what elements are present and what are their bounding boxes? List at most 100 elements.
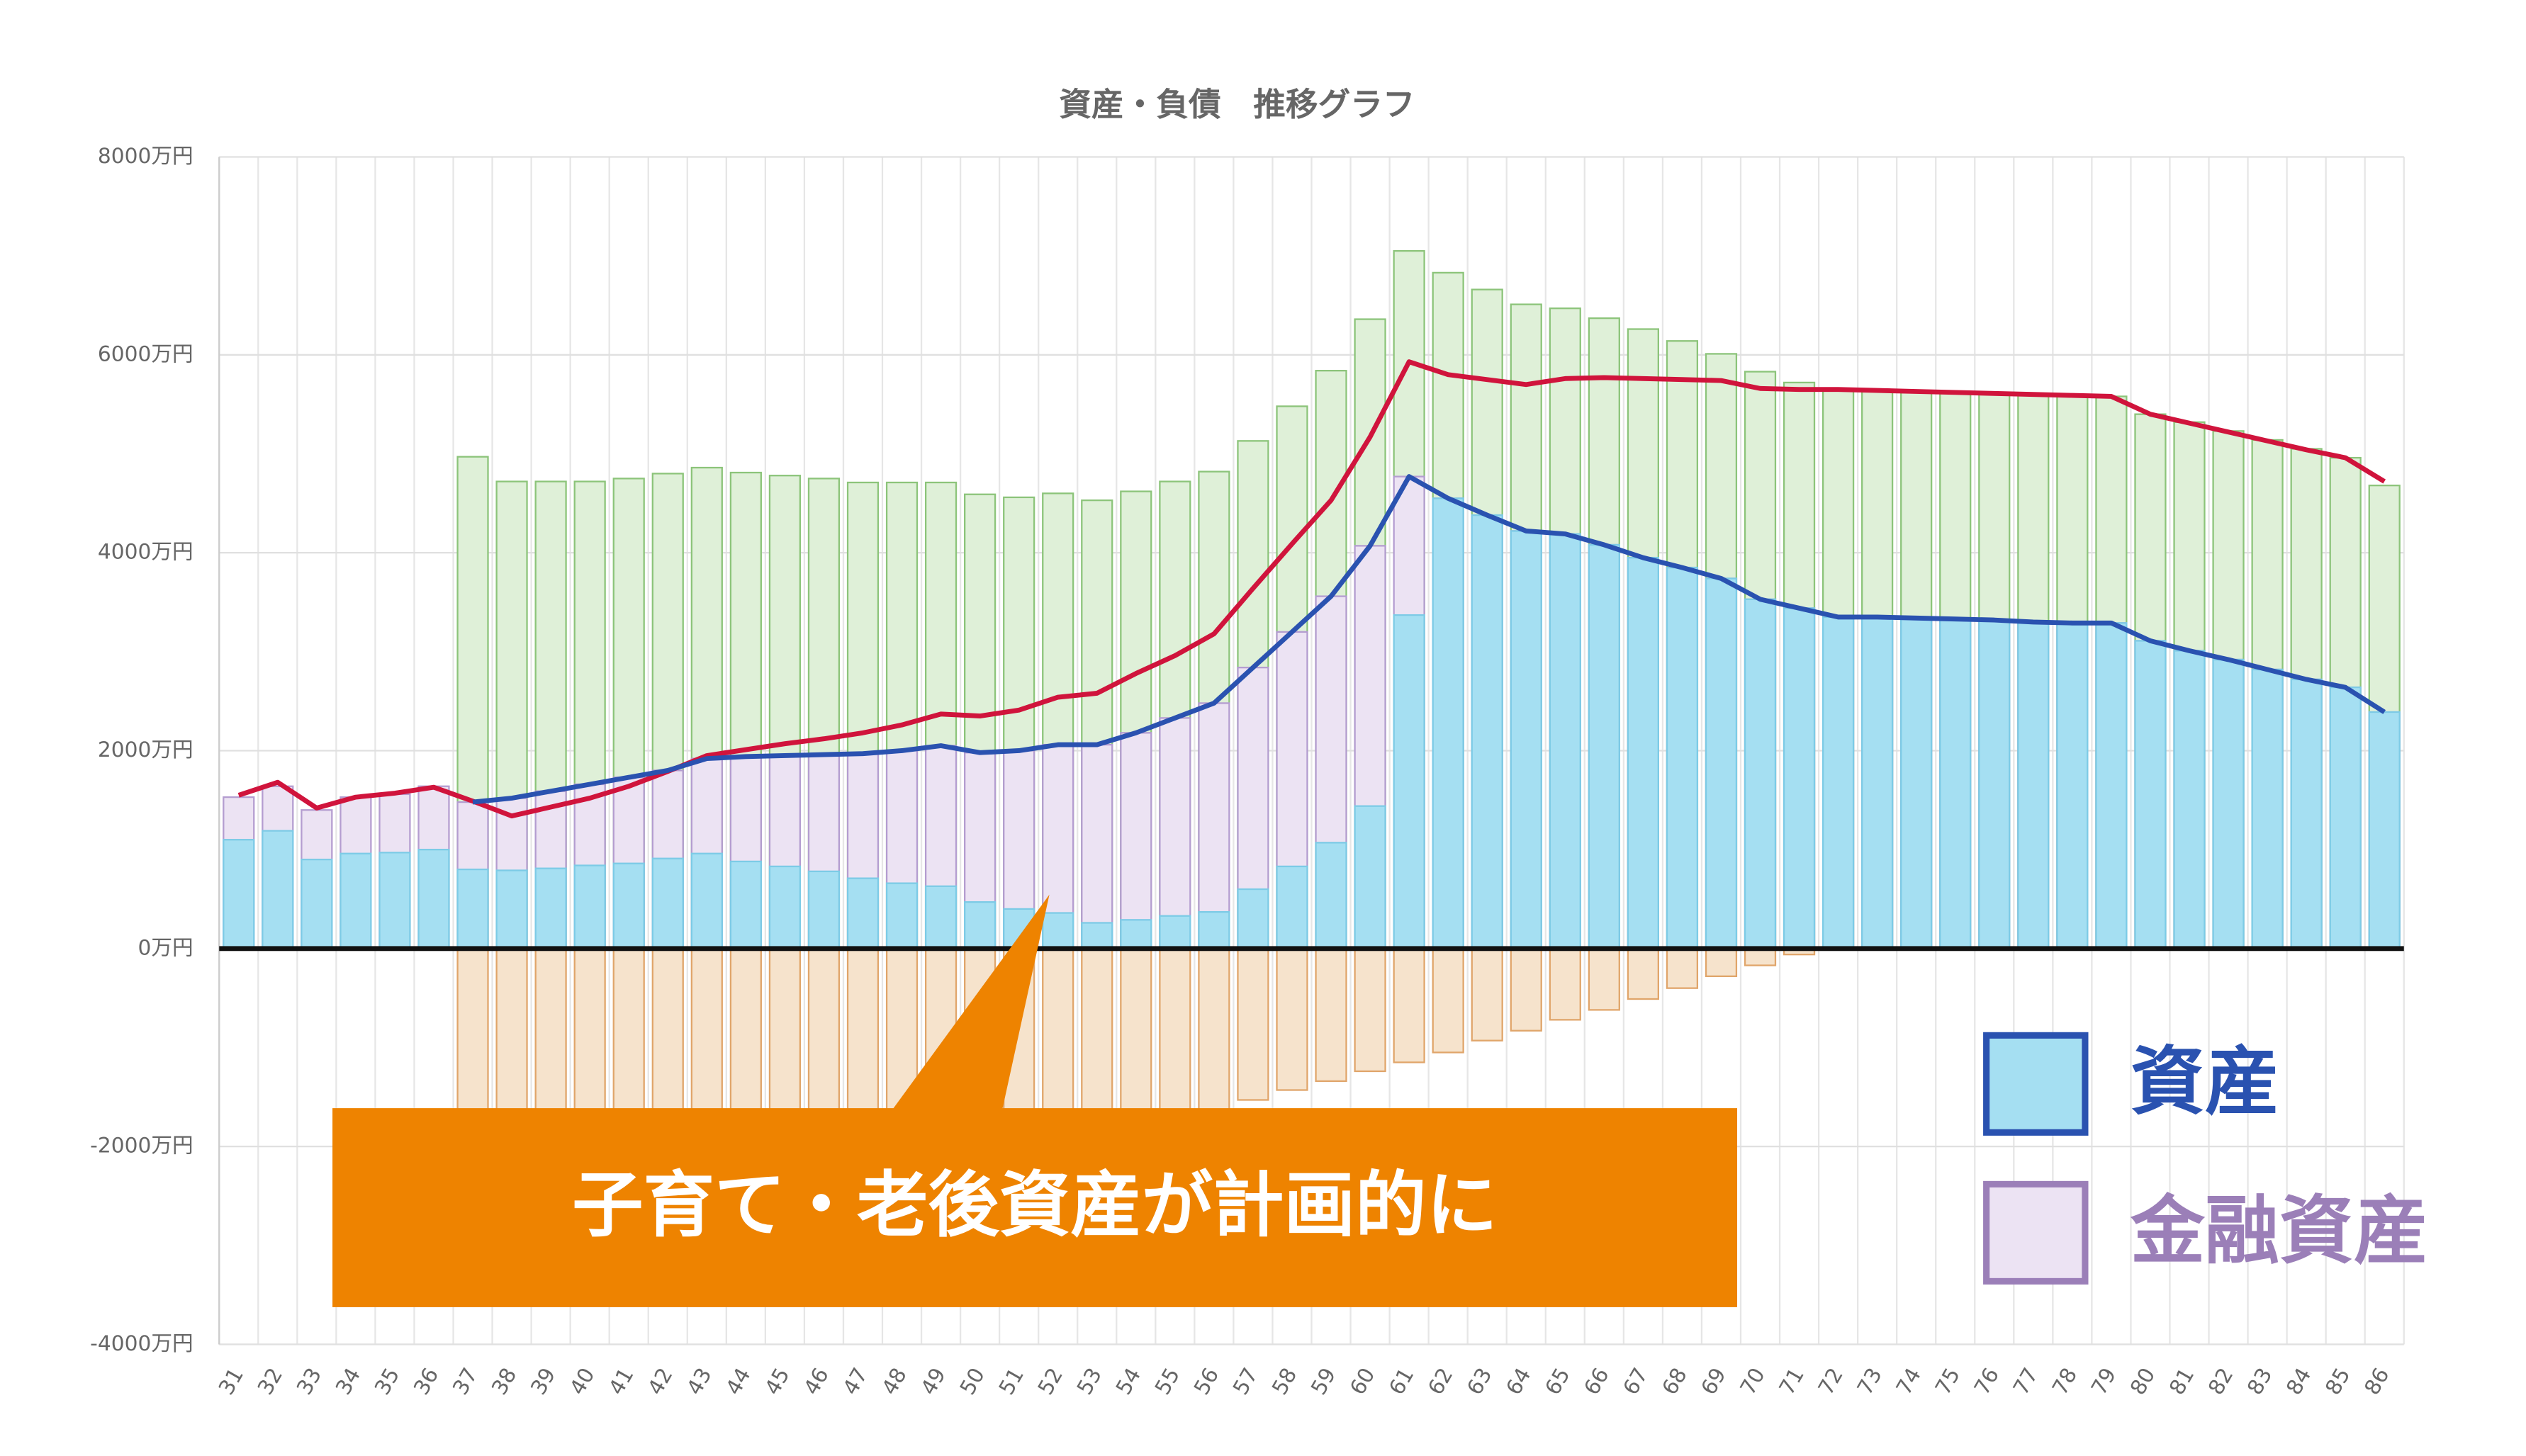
x-tick-label: 72	[1813, 1363, 1848, 1399]
bar	[1549, 533, 1581, 949]
bar	[1120, 919, 1152, 949]
bar	[1744, 598, 1777, 949]
y-tick-label: 2000万円	[98, 737, 193, 762]
bar	[1471, 514, 1503, 949]
bar	[1393, 947, 1425, 1063]
x-tick-label: 37	[447, 1363, 482, 1399]
bar	[2134, 640, 2167, 949]
bar	[1627, 556, 1659, 949]
bar	[1081, 922, 1113, 949]
bar	[1198, 947, 1230, 1112]
line	[472, 474, 2386, 805]
bar	[1666, 566, 1699, 949]
y-tick-label: 0万円	[137, 935, 193, 959]
bar	[378, 852, 411, 949]
bar	[964, 901, 997, 949]
y-tick-label: 4000万円	[98, 539, 193, 564]
bar	[2095, 622, 2128, 949]
x-tick-label: 66	[1579, 1363, 1614, 1399]
x-tick-label: 46	[799, 1363, 833, 1399]
x-tick-label: 55	[1150, 1363, 1184, 1399]
legend-swatch	[1983, 1180, 2089, 1285]
bar	[2368, 711, 2401, 949]
line	[237, 359, 2386, 819]
bar	[1939, 618, 1972, 949]
bar	[1393, 614, 1425, 949]
x-tick-label: 40	[564, 1363, 599, 1399]
bar	[1705, 947, 1738, 978]
x-tick-label: 64	[1500, 1363, 1535, 1399]
y-tick-label: -4000万円	[90, 1331, 193, 1355]
bar	[1237, 947, 1269, 1101]
x-tick-label: 58	[1267, 1363, 1301, 1399]
x-tick-label: 51	[994, 1363, 1028, 1399]
x-tick-label: 38	[486, 1363, 521, 1399]
x-tick-label: 60	[1345, 1363, 1379, 1399]
callout-box	[332, 1108, 1738, 1307]
bar	[1042, 912, 1074, 949]
x-tick-label: 78	[2047, 1363, 2082, 1399]
x-tick-label: 86	[2359, 1363, 2393, 1399]
bar	[2329, 686, 2362, 949]
callout-pointer	[887, 894, 1050, 1117]
bar	[1471, 947, 1503, 1042]
bar	[1666, 947, 1699, 989]
x-tick-label: 81	[2164, 1363, 2199, 1399]
x-tick-label: 32	[252, 1363, 287, 1399]
bar	[1821, 616, 1855, 949]
bar	[1588, 543, 1620, 949]
y-tick-label: 8000万円	[98, 143, 193, 168]
bar	[417, 848, 450, 949]
bar	[573, 864, 606, 949]
x-tick-label: 36	[408, 1363, 443, 1399]
x-tick-label: 47	[838, 1363, 872, 1399]
bar	[1354, 947, 1386, 1073]
bar	[924, 885, 958, 949]
x-tick-label: 45	[760, 1363, 795, 1399]
x-tick-label: 34	[330, 1363, 365, 1399]
x-tick-label: 69	[1696, 1363, 1731, 1399]
legend-label: 資産	[2131, 1039, 2279, 1125]
x-tick-label: 77	[2008, 1363, 2043, 1399]
x-tick-label: 61	[1383, 1363, 1418, 1399]
bar	[339, 852, 372, 949]
x-tick-label: 43	[682, 1363, 717, 1399]
chart-title: 資産・負債 推移グラフ	[1059, 86, 1415, 123]
x-tick-label: 39	[525, 1363, 560, 1399]
x-tick-label: 54	[1111, 1363, 1145, 1399]
bar	[1315, 947, 1347, 1083]
bar	[262, 830, 294, 949]
bar	[1081, 743, 1113, 949]
x-tick-label: 59	[1306, 1363, 1340, 1399]
x-tick-label: 41	[603, 1363, 638, 1399]
bar	[1159, 947, 1191, 1124]
bar	[534, 867, 567, 949]
bar	[1900, 617, 1933, 949]
callout-text: 子育て・老後資産が計画的に	[572, 1163, 1498, 1246]
bar	[2251, 668, 2284, 949]
x-tick-label: 76	[1969, 1363, 2004, 1399]
bar	[301, 858, 333, 949]
legend-swatch	[1983, 1032, 2089, 1136]
bar	[1120, 732, 1152, 949]
bar	[768, 865, 802, 949]
y-tick-label: 6000万円	[98, 341, 193, 366]
x-tick-label: 63	[1461, 1363, 1496, 1399]
bar	[846, 877, 880, 949]
bar	[1198, 702, 1230, 949]
bar	[1354, 805, 1386, 949]
x-tick-label: 52	[1033, 1363, 1067, 1399]
x-tick-label: 57	[1228, 1363, 1262, 1399]
y-tick-label: -2000万円	[90, 1133, 193, 1158]
x-tick-label: 83	[2242, 1363, 2277, 1399]
x-tick-label: 65	[1540, 1363, 1575, 1399]
bar	[885, 882, 919, 949]
bar	[1510, 947, 1542, 1032]
x-tick-label: 50	[955, 1363, 989, 1399]
bar	[1744, 947, 1777, 966]
x-tick-label: 68	[1657, 1363, 1692, 1399]
bar	[1861, 616, 1894, 949]
bar	[1627, 947, 1659, 1000]
bar	[1198, 910, 1230, 949]
bar	[1120, 947, 1152, 1131]
